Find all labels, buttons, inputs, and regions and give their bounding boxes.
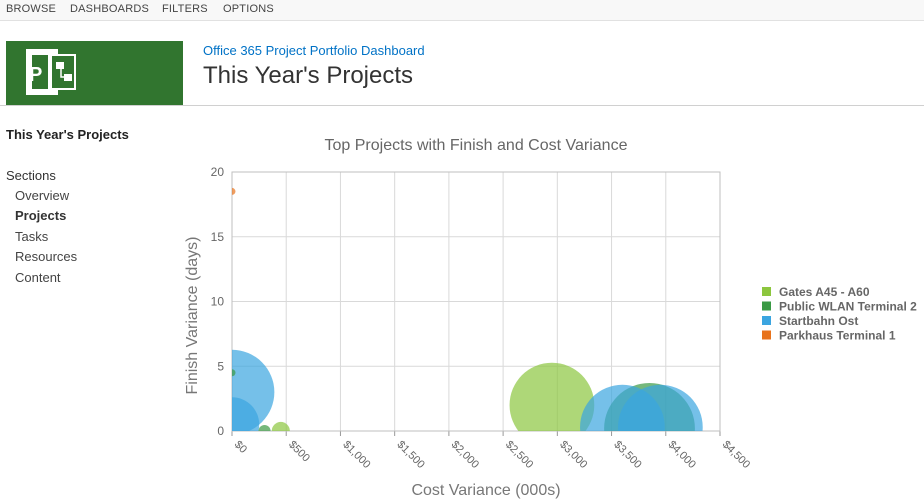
ribbon-tab-options[interactable]: OPTIONS bbox=[223, 3, 274, 15]
legend-swatch bbox=[762, 330, 771, 340]
x-tick-label: $4,000 bbox=[666, 439, 698, 471]
y-tick-label: 0 bbox=[217, 424, 224, 438]
legend-label: Gates A45 - A60 bbox=[779, 285, 870, 299]
x-tick-label: $3,500 bbox=[611, 439, 643, 471]
y-tick-label: 5 bbox=[217, 359, 224, 373]
y-tick-label: 15 bbox=[211, 230, 225, 244]
ribbon-bar: BROWSE DASHBOARDS FILTERS OPTIONS bbox=[0, 0, 924, 21]
data-point bbox=[232, 187, 236, 195]
y-tick-label: 10 bbox=[211, 295, 225, 309]
project-logo-icon: P bbox=[26, 49, 76, 95]
chart-title: Top Projects with Finish and Cost Varian… bbox=[325, 137, 628, 154]
y-tick-label: 20 bbox=[211, 165, 225, 179]
x-tick-label: $2,500 bbox=[503, 439, 535, 471]
x-tick-label: $1,000 bbox=[340, 439, 372, 471]
header-divider bbox=[0, 105, 924, 106]
legend-label: Startbahn Ost bbox=[779, 314, 858, 328]
page-title: This Year's Projects bbox=[203, 62, 414, 89]
y-axis-label: Finish Variance (days) bbox=[184, 237, 201, 395]
data-point bbox=[271, 421, 290, 431]
legend-label: Public WLAN Terminal 2 bbox=[779, 300, 917, 314]
project-logo-banner[interactable]: P bbox=[6, 41, 183, 105]
plot-area-border bbox=[231, 171, 721, 432]
data-point bbox=[232, 369, 236, 377]
site-breadcrumb-link[interactable]: Office 365 Project Portfolio Dashboard bbox=[203, 43, 425, 58]
legend-swatch bbox=[762, 316, 771, 325]
nav-item-overview[interactable]: Overview bbox=[15, 188, 70, 203]
nav-item-tasks[interactable]: Tasks bbox=[15, 229, 49, 244]
x-tick-label: $3,000 bbox=[557, 439, 589, 471]
x-tick-label: $0 bbox=[232, 439, 249, 456]
x-tick-label: $500 bbox=[286, 439, 312, 465]
nav-page-title: This Year's Projects bbox=[6, 127, 129, 142]
data-point bbox=[232, 397, 260, 431]
ribbon-tab-filters[interactable]: FILTERS bbox=[162, 3, 208, 15]
legend-swatch bbox=[762, 301, 771, 311]
data-point bbox=[258, 424, 271, 431]
nav-sections-label: Sections bbox=[6, 168, 56, 183]
data-point bbox=[618, 384, 703, 431]
legend-swatch bbox=[762, 287, 771, 296]
ribbon-tab-browse[interactable]: BROWSE bbox=[6, 3, 57, 15]
svg-text:P: P bbox=[29, 64, 42, 86]
legend-label: Parkhaus Terminal 1 bbox=[779, 329, 896, 343]
x-tick-label: $1,500 bbox=[395, 439, 427, 471]
x-axis-label: Cost Variance (000s) bbox=[411, 482, 560, 499]
x-tick-label: $2,000 bbox=[449, 439, 481, 471]
nav-item-resources[interactable]: Resources bbox=[15, 249, 78, 264]
x-tick-label: $4,500 bbox=[720, 439, 752, 471]
ribbon-tab-dashboards[interactable]: DASHBOARDS bbox=[70, 3, 150, 15]
nav-item-projects[interactable]: Projects bbox=[15, 208, 67, 223]
data-point bbox=[509, 362, 595, 431]
nav-item-content[interactable]: Content bbox=[15, 270, 61, 285]
